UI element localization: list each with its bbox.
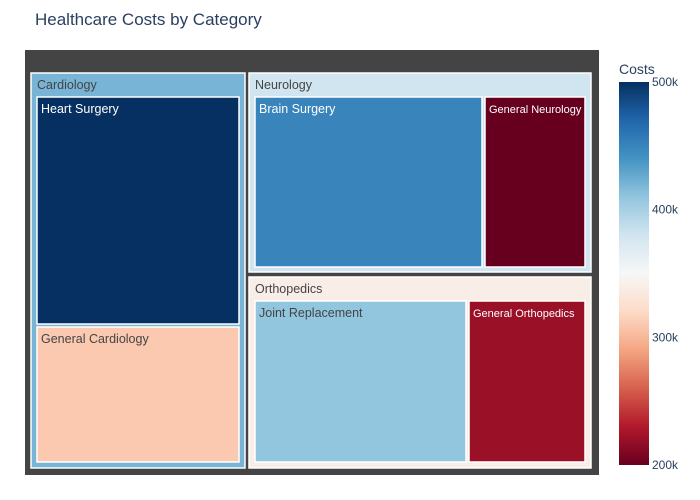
colorbar-tick-label: 500k <box>652 75 679 89</box>
colorbar-tick-label: 400k <box>652 203 679 217</box>
tile-label-general-neurology: General Neurology <box>489 104 582 116</box>
tile-label-joint-replacement: Joint Replacement <box>259 306 363 320</box>
tile-heart-surgery[interactable] <box>36 96 240 325</box>
tile-general-orthopedics[interactable] <box>468 300 586 463</box>
tile-general-neurology[interactable] <box>484 96 586 268</box>
tile-brain-surgery[interactable] <box>254 96 483 268</box>
tile-label-cardiology: Cardiology <box>37 78 98 92</box>
chart-title: Healthcare Costs by Category <box>35 10 262 29</box>
tile-label-general-cardiology: General Cardiology <box>41 332 149 346</box>
tile-label-neurology: Neurology <box>255 78 313 92</box>
colorbar-gradient <box>619 82 649 465</box>
tile-label-general-orthopedics: General Orthopedics <box>473 308 575 320</box>
tile-label-brain-surgery: Brain Surgery <box>259 102 336 116</box>
tile-label-orthopedics: Orthopedics <box>255 282 322 296</box>
colorbar-tick-label: 300k <box>652 330 679 344</box>
tile-label-heart-surgery: Heart Surgery <box>41 102 120 116</box>
colorbar-tick-label: 200k <box>652 458 679 472</box>
tile-general-cardiology[interactable] <box>36 326 240 463</box>
tile-joint-replacement[interactable] <box>254 300 467 463</box>
colorbar-title: Costs <box>619 61 655 77</box>
colorbar: Costs 500k 400k 300k 200k <box>619 61 679 472</box>
treemap-tiles: Cardiology Heart Surgery General Cardiolog… <box>30 72 592 469</box>
